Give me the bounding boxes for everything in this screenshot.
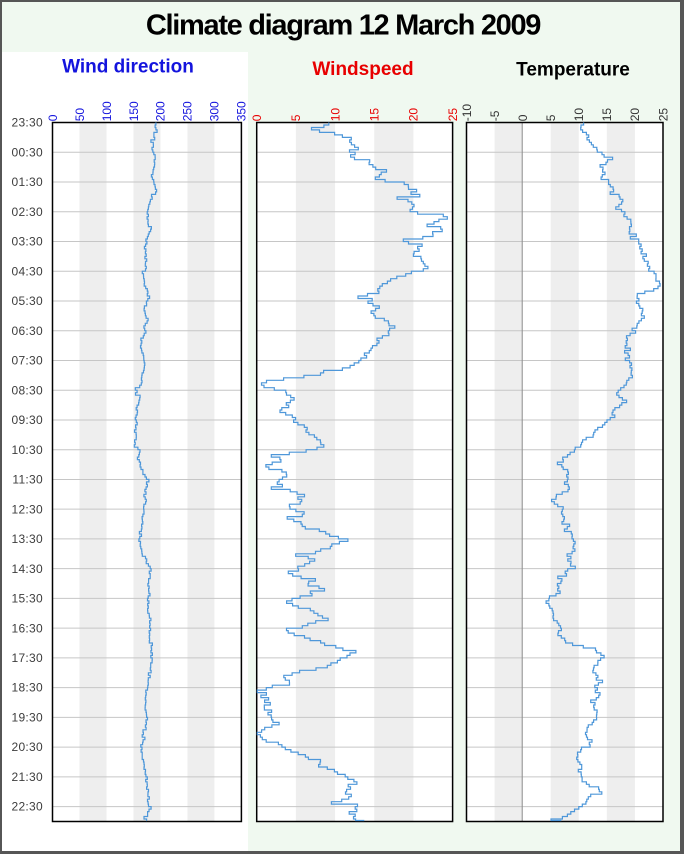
- svg-text:350: 350: [235, 101, 249, 121]
- svg-text:08:30: 08:30: [11, 383, 43, 397]
- svg-text:18:30: 18:30: [11, 681, 43, 695]
- svg-text:250: 250: [181, 101, 195, 121]
- svg-text:15:30: 15:30: [11, 592, 43, 606]
- svg-text:19:30: 19:30: [11, 711, 43, 725]
- svg-text:200: 200: [154, 101, 168, 121]
- svg-text:01:30: 01:30: [11, 175, 43, 189]
- svg-text:10: 10: [328, 108, 342, 122]
- svg-text:5: 5: [289, 114, 303, 121]
- svg-text:02:30: 02:30: [11, 205, 43, 219]
- svg-text:07:30: 07:30: [11, 354, 43, 368]
- svg-text:21:30: 21:30: [11, 770, 43, 784]
- svg-text:23:30: 23:30: [11, 116, 43, 130]
- svg-text:25: 25: [656, 108, 670, 122]
- svg-text:09:30: 09:30: [11, 413, 43, 427]
- svg-text:10: 10: [572, 108, 586, 122]
- svg-text:16:30: 16:30: [11, 621, 43, 635]
- svg-text:12:30: 12:30: [11, 502, 43, 516]
- svg-text:Temperature: Temperature: [516, 60, 630, 81]
- svg-text:Wind direction: Wind direction: [62, 57, 194, 78]
- svg-text:100: 100: [100, 101, 114, 121]
- svg-text:20: 20: [628, 108, 642, 122]
- svg-text:150: 150: [127, 101, 141, 121]
- svg-text:20:30: 20:30: [11, 740, 43, 754]
- svg-text:50: 50: [73, 108, 87, 122]
- svg-text:13:30: 13:30: [11, 532, 43, 546]
- svg-text:-10: -10: [460, 104, 474, 122]
- svg-text:0: 0: [516, 114, 530, 121]
- svg-text:5: 5: [544, 114, 558, 121]
- svg-text:00:30: 00:30: [11, 145, 43, 159]
- svg-text:11:30: 11:30: [12, 473, 43, 487]
- svg-text:17:30: 17:30: [11, 651, 43, 665]
- svg-text:20: 20: [407, 108, 421, 122]
- svg-text:-5: -5: [488, 110, 502, 121]
- svg-text:10:30: 10:30: [11, 443, 43, 457]
- svg-text:22:30: 22:30: [11, 800, 43, 814]
- svg-text:05:30: 05:30: [11, 294, 43, 308]
- svg-text:15: 15: [600, 108, 614, 122]
- svg-text:0: 0: [250, 114, 264, 121]
- svg-text:15: 15: [368, 108, 382, 122]
- svg-text:06:30: 06:30: [11, 324, 43, 338]
- svg-text:Climate diagram 12 March 2009: Climate diagram 12 March 2009: [146, 10, 541, 42]
- svg-text:0: 0: [46, 114, 60, 121]
- svg-text:300: 300: [208, 101, 222, 121]
- svg-text:03:30: 03:30: [11, 235, 43, 249]
- svg-text:04:30: 04:30: [11, 264, 43, 278]
- svg-text:Windspeed: Windspeed: [312, 59, 413, 80]
- svg-text:14:30: 14:30: [11, 562, 43, 576]
- svg-text:25: 25: [446, 108, 460, 122]
